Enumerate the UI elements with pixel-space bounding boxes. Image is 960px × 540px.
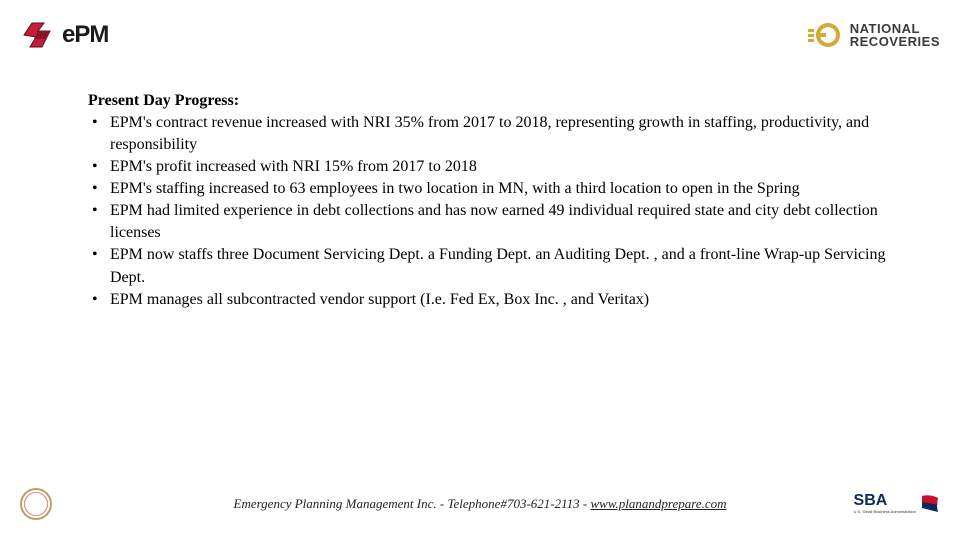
content-heading: Present Day Progress: bbox=[88, 92, 888, 110]
footer-phone: 703-621-2113 bbox=[507, 496, 580, 511]
sba-logo: SBA U.S. Small Business Administration bbox=[854, 494, 940, 514]
bullet-item: EPM's contract revenue increased with NR… bbox=[110, 112, 888, 156]
footer-company: Emergency Planning Management Inc. bbox=[234, 496, 440, 511]
footer-sep1: - bbox=[440, 496, 448, 511]
nri-logo-icon bbox=[806, 21, 842, 49]
slide-footer: Emergency Planning Management Inc. - Tel… bbox=[0, 488, 960, 520]
bullet-list: EPM's contract revenue increased with NR… bbox=[88, 112, 888, 311]
footer-phone-label: Telephone# bbox=[447, 496, 506, 511]
epm-logo-icon bbox=[20, 19, 56, 51]
epm-logo: ePM bbox=[20, 19, 108, 51]
sba-logo-text: SBA bbox=[854, 494, 916, 508]
footer-text: Emergency Planning Management Inc. - Tel… bbox=[234, 496, 727, 512]
bullet-item: EPM had limited experience in debt colle… bbox=[110, 200, 888, 244]
slide-content: Present Day Progress: EPM's contract rev… bbox=[88, 92, 888, 311]
certification-seal-icon bbox=[20, 488, 52, 520]
nri-logo: NATIONAL RECOVERIES bbox=[806, 21, 940, 49]
bullet-item: EPM's staffing increased to 63 employees… bbox=[110, 178, 888, 200]
nri-logo-text: NATIONAL RECOVERIES bbox=[850, 22, 940, 48]
slide-header: ePM NATIONAL RECOVERIES bbox=[0, 10, 960, 60]
bullet-item: EPM now staffs three Document Servicing … bbox=[110, 244, 888, 288]
footer-sep2: - bbox=[580, 496, 591, 511]
bullet-item: EPM manages all subcontracted vendor sup… bbox=[110, 289, 888, 311]
sba-flag-icon bbox=[920, 494, 940, 514]
epm-logo-text: ePM bbox=[62, 21, 108, 49]
bullet-item: EPM's profit increased with NRI 15% from… bbox=[110, 156, 888, 178]
nri-logo-line2: RECOVERIES bbox=[850, 35, 940, 48]
footer-url: www.planandprepare.com bbox=[590, 496, 726, 511]
sba-logo-subtext: U.S. Small Business Administration bbox=[854, 509, 916, 514]
